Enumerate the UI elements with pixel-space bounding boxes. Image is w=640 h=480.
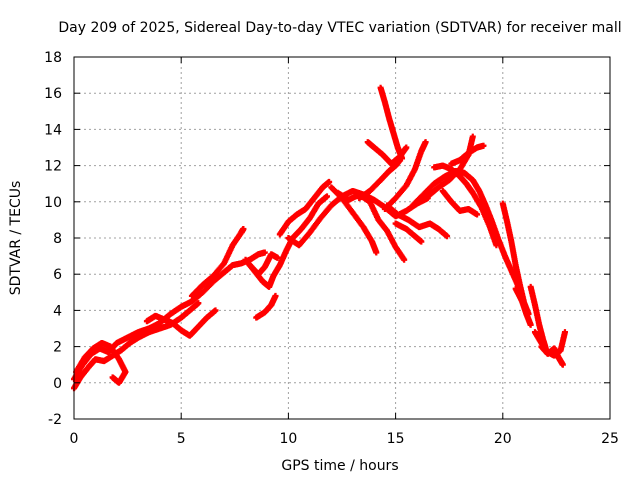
y-tick-label: 4 bbox=[53, 303, 62, 319]
data-point bbox=[493, 242, 500, 249]
series-sat-t bbox=[424, 133, 476, 200]
series-sat-q bbox=[384, 202, 451, 240]
y-tick-label: 8 bbox=[53, 231, 62, 247]
x-tick-labels: 0 5 10 15 20 25 bbox=[70, 431, 619, 447]
x-tick-label: 15 bbox=[387, 431, 405, 447]
series-sat-d bbox=[143, 307, 219, 339]
data-point bbox=[561, 329, 568, 336]
series-sat-r bbox=[392, 220, 425, 245]
data-point bbox=[527, 321, 534, 328]
x-axis-title: GPS time / hours bbox=[281, 458, 398, 474]
data-points bbox=[71, 84, 568, 392]
data-point bbox=[469, 133, 476, 140]
series-sat-p bbox=[381, 139, 429, 213]
y-tick-label: -2 bbox=[48, 412, 62, 428]
data-point bbox=[212, 307, 219, 314]
y-tick-labels: -2 0 2 4 6 8 10 12 14 16 18 bbox=[44, 50, 62, 428]
series-sat-v bbox=[439, 187, 481, 218]
series-sat-c bbox=[73, 339, 129, 386]
data-point bbox=[274, 254, 281, 261]
data-point bbox=[403, 144, 410, 151]
series-sat-w bbox=[448, 142, 487, 167]
data-point bbox=[399, 155, 406, 162]
data-point bbox=[326, 178, 333, 185]
data-point bbox=[480, 142, 487, 149]
series-sat-e bbox=[188, 225, 247, 299]
y-tick-label: 16 bbox=[44, 86, 62, 102]
data-point bbox=[418, 238, 425, 245]
data-point bbox=[109, 374, 116, 381]
y-tick-label: 0 bbox=[53, 376, 62, 392]
series-sat-u bbox=[431, 162, 500, 249]
data-point bbox=[559, 361, 566, 368]
data-point bbox=[444, 233, 451, 240]
series-sat-n bbox=[364, 139, 410, 167]
data-point bbox=[261, 249, 268, 256]
series-sat-o bbox=[377, 84, 406, 162]
series-sat-b bbox=[71, 300, 202, 392]
x-tick-label: 25 bbox=[601, 431, 619, 447]
series-sat-s bbox=[409, 168, 526, 301]
data-point bbox=[272, 292, 279, 299]
grid-lines bbox=[74, 57, 610, 419]
axis-ticks bbox=[73, 56, 611, 420]
series-sat-l bbox=[334, 189, 408, 263]
y-tick-label: 2 bbox=[53, 340, 62, 356]
y-tick-label: 12 bbox=[44, 159, 62, 175]
y-tick-label: 6 bbox=[53, 267, 62, 283]
series-sat-f bbox=[242, 193, 330, 290]
x-tick-label: 5 bbox=[177, 431, 186, 447]
y-tick-label: 18 bbox=[44, 50, 62, 66]
y-tick-label: 14 bbox=[44, 122, 62, 138]
series-sat-g bbox=[253, 292, 279, 321]
y-axis-title: SDTVAR / TECUs bbox=[8, 181, 24, 296]
data-point bbox=[373, 249, 380, 256]
series-sat-k bbox=[328, 184, 380, 256]
series-sat-ab bbox=[538, 343, 566, 368]
series-sat-y bbox=[512, 285, 534, 328]
data-point bbox=[422, 139, 429, 146]
x-tick-label: 0 bbox=[70, 431, 79, 447]
x-tick-label: 10 bbox=[279, 431, 297, 447]
data-point bbox=[474, 211, 481, 218]
data-point bbox=[401, 256, 408, 263]
y-tick-label: 10 bbox=[44, 195, 62, 211]
series-sat-i bbox=[276, 178, 333, 238]
series-sat-h bbox=[246, 251, 281, 278]
chart-title: Day 209 of 2025, Sidereal Day-to-day VTE… bbox=[58, 20, 621, 36]
x-tick-label: 20 bbox=[494, 431, 512, 447]
data-point bbox=[195, 300, 202, 307]
data-point bbox=[240, 225, 247, 232]
data-point bbox=[323, 193, 330, 200]
